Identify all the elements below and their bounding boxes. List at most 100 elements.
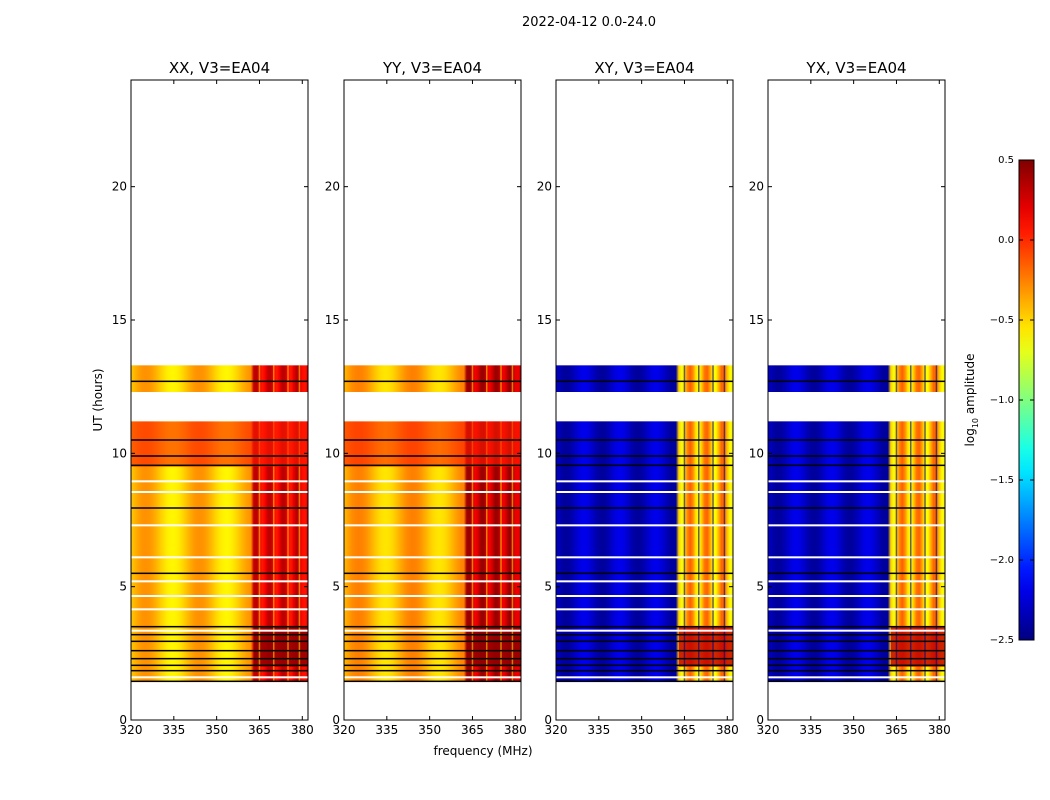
flag-line-white — [556, 556, 733, 559]
y-tick-label: 5 — [544, 580, 552, 594]
flag-line-black — [768, 439, 945, 441]
data-gap — [344, 392, 521, 422]
flag-line-black — [131, 640, 308, 643]
colorbar-tick-label: −2.0 — [990, 555, 1014, 566]
x-tick-label: 380 — [504, 723, 527, 737]
flag-line-white — [768, 480, 945, 483]
x-tick-label: 320 — [120, 723, 143, 737]
flag-line-black — [344, 669, 521, 672]
flag-line-black — [556, 507, 733, 509]
flag-line-white — [344, 676, 521, 679]
flag-line-white — [768, 629, 945, 632]
flag-line-white — [768, 524, 945, 527]
heatmap-area — [556, 365, 733, 683]
heatmap-area — [344, 365, 521, 683]
band-stripe — [909, 365, 912, 682]
panel-xx: XX, V3=EA04 320 335 350 365 380 0 5 10 15 20 — [112, 59, 314, 737]
y-tick-label: 15 — [749, 313, 764, 327]
x-tick-label: 350 — [205, 723, 228, 737]
flag-line-black — [768, 649, 945, 652]
flag-line-black — [768, 507, 945, 509]
flag-line-black — [768, 380, 945, 383]
band-stripe — [712, 365, 714, 682]
y-tick-label: 20 — [749, 180, 764, 194]
x-tick-label: 365 — [248, 723, 271, 737]
flag-line-black — [131, 649, 308, 652]
flag-line-black — [344, 507, 521, 509]
flag-line-black — [768, 633, 945, 636]
flag-line-black — [131, 625, 308, 628]
band-stripe — [298, 365, 301, 682]
y-axis-label: UT (hours) — [91, 368, 105, 431]
band-stripe — [511, 365, 514, 682]
flag-line-black — [768, 640, 945, 643]
flag-line-black — [768, 657, 945, 660]
panel-title: YX, V3=EA04 — [805, 59, 906, 77]
flag-line-white — [556, 491, 733, 493]
band-stripe — [471, 365, 474, 682]
data-block — [131, 365, 308, 392]
y-tick-label: 0 — [332, 713, 340, 727]
flag-line-black — [131, 657, 308, 660]
x-tick-label: 320 — [545, 723, 568, 737]
colorbar-tick-label: −1.0 — [990, 395, 1014, 406]
band-stripe — [723, 365, 726, 682]
x-tick-label: 335 — [587, 723, 610, 737]
x-tick-label: 320 — [757, 723, 780, 737]
flag-line-black — [556, 680, 733, 683]
flag-line-black — [344, 625, 521, 628]
y-tick-label: 0 — [544, 713, 552, 727]
flag-line-black — [344, 455, 521, 457]
flag-line-white — [344, 580, 521, 583]
colorbar-tick-label: 0.0 — [998, 235, 1014, 246]
panel-frame — [130, 79, 309, 721]
x-tick-label: 365 — [461, 723, 484, 737]
band-stripe — [485, 365, 488, 682]
y-tick-label: 20 — [325, 180, 340, 194]
flag-line-black — [131, 507, 308, 509]
colorbar-label-sub: 10 — [971, 418, 980, 428]
band-stripe — [258, 365, 261, 682]
flag-line-white — [131, 580, 308, 583]
y-tick-label: 10 — [112, 446, 127, 460]
flag-line-white — [131, 608, 308, 611]
flag-line-black — [768, 664, 945, 667]
flag-line-black — [344, 380, 521, 383]
flag-line-white — [556, 480, 733, 483]
panel-frame — [343, 79, 522, 721]
flag-line-black — [344, 640, 521, 643]
band-stripe — [683, 365, 686, 682]
flag-line-black — [556, 439, 733, 441]
flag-line-black — [344, 657, 521, 660]
heatmap-area — [131, 365, 308, 683]
flag-line-black — [556, 633, 733, 636]
flag-line-black — [131, 455, 308, 457]
panel-title: YY, V3=EA04 — [382, 59, 482, 77]
flag-line-white — [344, 491, 521, 493]
flag-line-white — [131, 595, 308, 597]
flag-line-white — [556, 595, 733, 597]
flag-line-white — [768, 608, 945, 611]
data-block — [556, 365, 733, 392]
y-tick-label: 15 — [537, 313, 552, 327]
flag-line-black — [344, 572, 521, 575]
y-tick-label: 10 — [749, 446, 764, 460]
x-tick-label: 335 — [799, 723, 822, 737]
band-stripe — [935, 365, 938, 682]
x-tick-label: 380 — [716, 723, 739, 737]
colorbar: 0.5 0.0 −0.5 −1.0 −1.5 −2.0 −2.5 log10 amplitud… — [963, 155, 1035, 646]
flag-line-white — [768, 580, 945, 583]
panel-yx: YX, V3=EA04 320 335 350 365 380 0 5 10 15 20 — [749, 59, 951, 737]
flag-line-white — [556, 629, 733, 632]
flag-line-black — [556, 380, 733, 383]
flag-line-black — [556, 572, 733, 575]
panel-title: XY, V3=EA04 — [594, 59, 694, 77]
flag-line-white — [131, 524, 308, 527]
flag-line-black — [556, 649, 733, 652]
data-gap — [131, 392, 308, 422]
flag-line-white — [768, 556, 945, 559]
flag-line-white — [768, 491, 945, 493]
flag-line-black — [556, 640, 733, 643]
flag-line-white — [344, 556, 521, 559]
flag-line-black — [556, 455, 733, 457]
